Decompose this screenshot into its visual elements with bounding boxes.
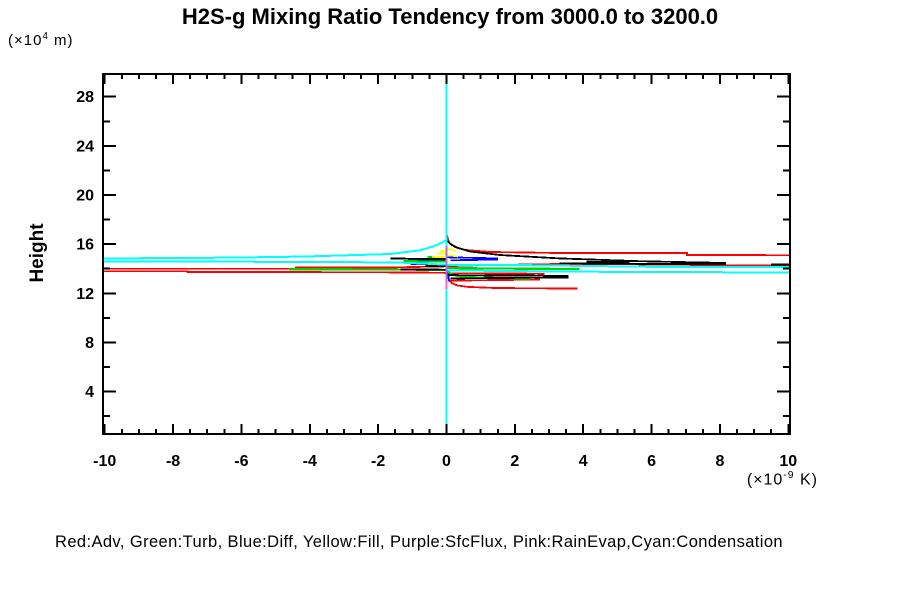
x-tick-label: -2 bbox=[371, 453, 385, 470]
y-tick-label: 12 bbox=[76, 286, 94, 303]
x-axis-unit-label: (×10-9 K) bbox=[747, 470, 818, 489]
x-tick-label: 6 bbox=[647, 453, 656, 470]
series-Condensation bbox=[103, 260, 790, 268]
series-Condensation bbox=[103, 239, 447, 260]
curves-layer bbox=[103, 74, 790, 434]
series-unlabeled-black bbox=[390, 257, 447, 260]
legend-caption: Red:Adv, Green:Turb, Blue:Diff, Yellow:F… bbox=[55, 533, 784, 551]
series-unlabeled-black bbox=[445, 239, 727, 264]
y-unit-suffix: m) bbox=[48, 32, 74, 49]
series-Adv bbox=[446, 272, 545, 275]
series-Adv bbox=[448, 278, 540, 282]
x-unit-exponent: -9 bbox=[783, 470, 795, 481]
series-Condensation bbox=[446, 269, 790, 274]
x-tick-label: -6 bbox=[234, 453, 248, 470]
x-tick-label: 10 bbox=[779, 453, 797, 470]
x-tick-label: -10 bbox=[93, 453, 116, 470]
y-tick-label: 16 bbox=[76, 237, 94, 254]
series-Fill bbox=[446, 248, 457, 253]
x-tick-label: 4 bbox=[579, 453, 588, 470]
y-unit-prefix: (×10 bbox=[8, 32, 43, 49]
x-tick-label: 0 bbox=[442, 453, 451, 470]
series-Adv bbox=[103, 270, 447, 274]
series-unlabeled-black bbox=[446, 274, 569, 280]
series-Fill bbox=[440, 249, 447, 253]
y-tick-label: 28 bbox=[76, 89, 94, 106]
y-tick-label: 8 bbox=[85, 335, 94, 352]
x-unit-suffix: K) bbox=[794, 471, 818, 489]
y-axis-unit-label: (×104 m) bbox=[8, 31, 74, 49]
series-unlabeled-black bbox=[559, 262, 727, 265]
series-Diff bbox=[446, 256, 499, 262]
x-tick-label: -8 bbox=[166, 453, 180, 470]
series-Fill bbox=[446, 254, 459, 258]
series-Turb bbox=[446, 266, 580, 271]
y-tick-label: 4 bbox=[85, 384, 94, 401]
page-title: H2S-g Mixing Ratio Tendency from 3000.0 … bbox=[181, 4, 719, 29]
x-tick-label: 2 bbox=[510, 453, 519, 470]
x-tick-label: 8 bbox=[715, 453, 724, 470]
series-Adv bbox=[445, 222, 790, 257]
x-tick-label: -4 bbox=[303, 453, 317, 470]
x-unit-prefix: (×10 bbox=[746, 471, 784, 489]
y-tick-label: 20 bbox=[76, 188, 94, 205]
axes-layer bbox=[102, 73, 791, 435]
y-tick-label: 24 bbox=[76, 138, 94, 155]
y-unit-exponent: 4 bbox=[42, 31, 49, 42]
